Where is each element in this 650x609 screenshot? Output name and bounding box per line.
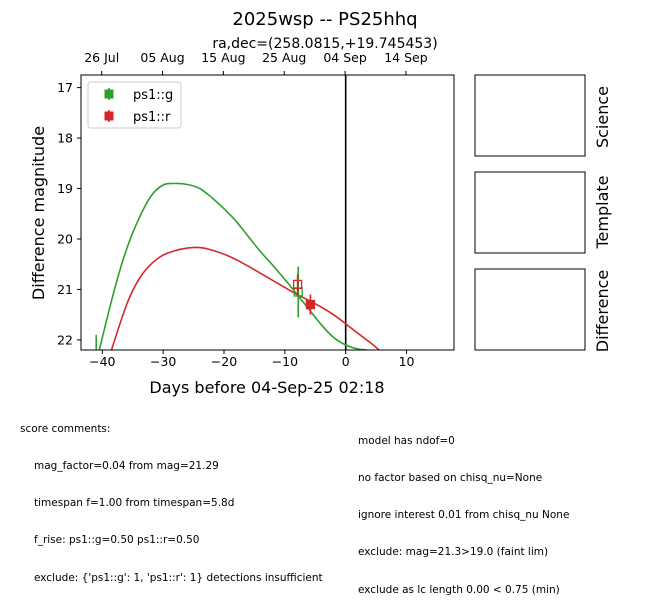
- score-comment-line: exclude: {'ps1::g': 1, 'ps1::r': 1} dete…: [34, 571, 323, 584]
- score-comment-line: exclude: mag=21.3>19.0 (faint lim): [358, 546, 549, 559]
- y-axis-label: Difference magnitude: [29, 126, 48, 300]
- chart-title: 2025wsp -- PS25hhq: [232, 9, 417, 30]
- template-panel: [474, 171, 586, 254]
- x-tick-label: −40: [89, 354, 115, 369]
- x-tick-label: 10: [399, 354, 415, 369]
- model-curves: [98, 182, 380, 350]
- legend-marker: [104, 89, 114, 99]
- score-comments-left: score comments: mag_factor=0.04 from mag…: [20, 398, 323, 597]
- model-curve-ps1-r: [110, 246, 380, 350]
- score-comment-line: mag_factor=0.04 from mag=21.29: [34, 460, 219, 473]
- x-tick-label: −10: [272, 354, 298, 369]
- light-curve-chart: 2025wsp -- PS25hhq ra,dec=(258.0815,+19.…: [29, 9, 612, 397]
- x-tick-label: −20: [211, 354, 237, 369]
- science-panel: [474, 74, 586, 157]
- score-comment-line: model has ndof=0: [358, 434, 455, 447]
- chart-subtitle: ra,dec=(258.0815,+19.745453): [212, 36, 437, 52]
- difference-panel-label: Difference: [593, 270, 612, 352]
- score-comment-line: f_rise: ps1::g=0.50 ps1::r=0.50: [34, 534, 200, 547]
- score-comments-header: score comments:: [20, 422, 111, 435]
- y-tick-label: 20: [57, 231, 73, 246]
- top-axis-tick-label: 15 Aug: [201, 50, 245, 65]
- template-panel-label: Template: [593, 175, 612, 249]
- x-tick-label: 0: [342, 354, 350, 369]
- model-curve-ps1-g: [98, 182, 368, 350]
- legend-marker: [104, 111, 114, 121]
- y-tick-label: 22: [57, 332, 73, 347]
- score-comments-right: model has ndof=0 no factor based on chis…: [358, 410, 569, 609]
- y-tick-label: 21: [57, 282, 73, 297]
- y-tick-label: 17: [57, 80, 73, 95]
- data-point-ps1-r: [292, 279, 303, 290]
- score-comment-line: ignore interest 0.01 from chisq_nu None: [358, 509, 570, 522]
- top-axis-tick-label: 26 Jul: [84, 50, 119, 65]
- score-comment-line: no factor based on chisq_nu=None: [358, 472, 543, 485]
- plot-frame: [80, 74, 455, 351]
- x-axis-label: Days before 04-Sep-25 02:18: [149, 378, 384, 397]
- legend-label: ps1::r: [133, 110, 171, 125]
- x-tick-label: −30: [150, 354, 176, 369]
- y-tick-label: 18: [57, 131, 73, 146]
- difference-panel: [474, 268, 586, 351]
- science-panel-label: Science: [593, 86, 612, 148]
- top-axis-tick-label: 04 Sep: [323, 50, 367, 65]
- legend-label: ps1::g: [133, 88, 173, 103]
- score-comment-line: exclude as lc length 0.00 < 0.75 (min): [358, 583, 560, 596]
- top-axis-tick-label: 14 Sep: [384, 50, 428, 65]
- top-axis-tick-label: 25 Aug: [262, 50, 306, 65]
- data-marks: [95, 266, 316, 350]
- data-point-ps1-r: [305, 299, 316, 310]
- top-axis-tick-label: 05 Aug: [140, 50, 184, 65]
- score-comment-line: timespan f=1.00 from timespan=5.8d: [34, 497, 235, 510]
- plot-area: −40 −30 −20 −10 0 10 17 18 19 20 21 22 26 Jul 05 Aug 1…: [57, 50, 455, 369]
- y-tick-label: 19: [57, 181, 73, 196]
